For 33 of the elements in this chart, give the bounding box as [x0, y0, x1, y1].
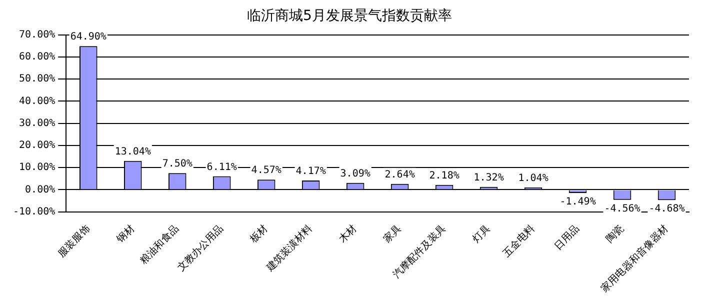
x-tick-label: 钢材	[114, 222, 137, 246]
data-label: 2.64%	[384, 169, 415, 180]
x-tick-label: 家具	[381, 222, 404, 246]
y-tick-label: 50.00%	[19, 74, 56, 85]
data-label: 13.04%	[114, 146, 151, 158]
x-tick-label: 日用品	[552, 223, 582, 252]
x-tick-label: 灯具	[470, 222, 493, 246]
y-tick-label: 10.00%	[19, 162, 56, 174]
y-tick-label: 60.00%	[19, 52, 56, 63]
y-tick-label: 70.00%	[19, 29, 56, 40]
data-label: 1.04%	[518, 173, 548, 184]
x-tick-label: 木材	[336, 222, 360, 246]
data-label: 6.11%	[206, 162, 237, 173]
data-label: 4.17%	[296, 166, 326, 178]
data-label: -4.56%	[604, 203, 640, 214]
y-tick-label: 20.00%	[19, 140, 56, 152]
data-label: -4.68%	[648, 204, 685, 215]
data-label: -1.49%	[560, 196, 596, 208]
data-label: 2.18%	[429, 170, 460, 182]
x-tick-label: 陶瓷	[604, 222, 626, 246]
data-label: 1.32%	[474, 172, 504, 184]
y-tick-label: -10.00%	[12, 206, 56, 218]
data-label: 4.57%	[251, 165, 282, 176]
y-tick-label: 40.00%	[19, 96, 56, 107]
x-tick-label: 五金电料	[500, 222, 538, 260]
data-label: 3.09%	[340, 168, 370, 180]
data-label: 64.90%	[70, 32, 106, 43]
x-tick-label: 板材	[247, 222, 270, 246]
x-tick-label: 服装服饰	[56, 222, 92, 260]
data-label: 7.50%	[162, 158, 192, 170]
chart-title: 临沂商城5月发展景气指数贡献率	[247, 8, 452, 24]
y-tick-label: 30.00%	[19, 118, 56, 129]
y-tick-label: 0.00%	[25, 184, 56, 196]
